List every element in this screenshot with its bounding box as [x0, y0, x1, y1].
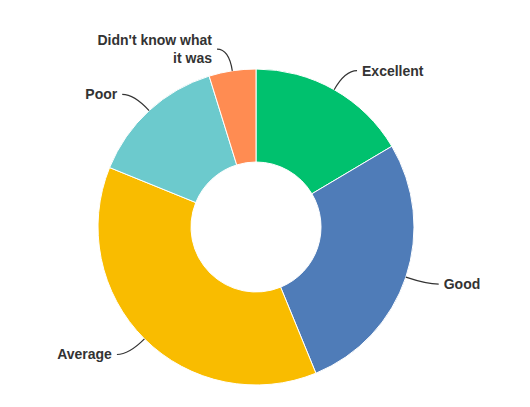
svg-text:Poor: Poor	[85, 86, 117, 102]
svg-text:Excellent: Excellent	[362, 63, 424, 79]
svg-text:Didn't know whatit was: Didn't know whatit was	[97, 32, 212, 66]
svg-text:Average: Average	[57, 346, 112, 362]
svg-text:Good: Good	[444, 276, 481, 292]
